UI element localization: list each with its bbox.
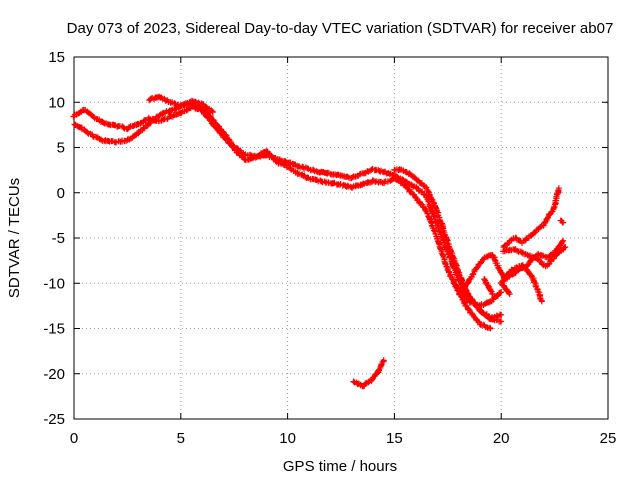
scatter-markers <box>455 284 505 309</box>
y-tick-label: 15 <box>48 49 65 66</box>
series-track-c <box>391 166 505 322</box>
series-track-h <box>500 244 569 270</box>
scatter-markers <box>500 185 562 251</box>
data-points <box>70 93 569 390</box>
chart-title: Day 073 of 2023, Sidereal Day-to-day VTE… <box>67 20 614 37</box>
x-tick-label: 25 <box>600 430 617 447</box>
x-tick-label: 0 <box>70 430 78 447</box>
x-tick-label: 5 <box>177 430 185 447</box>
y-tick-label: -20 <box>43 366 65 383</box>
series-track-i <box>500 185 562 251</box>
scatter-markers <box>391 166 505 322</box>
y-tick-label: 5 <box>57 140 65 157</box>
scatter-markers <box>500 244 569 270</box>
series-track-e <box>461 237 567 292</box>
series-track-j <box>350 357 387 390</box>
y-tick-label: 0 <box>57 185 65 202</box>
y-tick-label: 10 <box>48 94 65 111</box>
y-tick-label: -25 <box>43 411 65 428</box>
scatter-markers <box>557 217 567 226</box>
scatter-markers <box>481 276 496 298</box>
y-tick-label: -15 <box>43 321 65 338</box>
series-track-l <box>481 276 496 298</box>
x-tick-label: 15 <box>386 430 403 447</box>
y-axis-label: SDTVAR / TECUs <box>6 178 23 298</box>
series-track-g <box>497 262 545 305</box>
series-track-f <box>455 284 505 309</box>
y-tick-label: -10 <box>43 275 65 292</box>
x-tick-label: 20 <box>493 430 510 447</box>
scatter-markers <box>146 93 216 116</box>
scatter-markers <box>461 237 567 292</box>
scatter-markers <box>71 101 494 332</box>
series-track-d <box>146 93 216 116</box>
x-axis-label: GPS time / hours <box>283 458 397 475</box>
series-track-m <box>557 217 567 226</box>
ticks: 0 5 10 15 20 25 -25 -20 -15 -10 -5 0 5 10 15 <box>43 49 616 447</box>
scatter-markers <box>498 280 513 298</box>
y-tick-label: -5 <box>52 230 65 247</box>
series-track-k <box>498 280 513 298</box>
scatter-markers <box>497 262 545 305</box>
x-tick-label: 10 <box>279 430 296 447</box>
scatter-markers <box>350 357 387 390</box>
series-track-b <box>71 101 494 332</box>
